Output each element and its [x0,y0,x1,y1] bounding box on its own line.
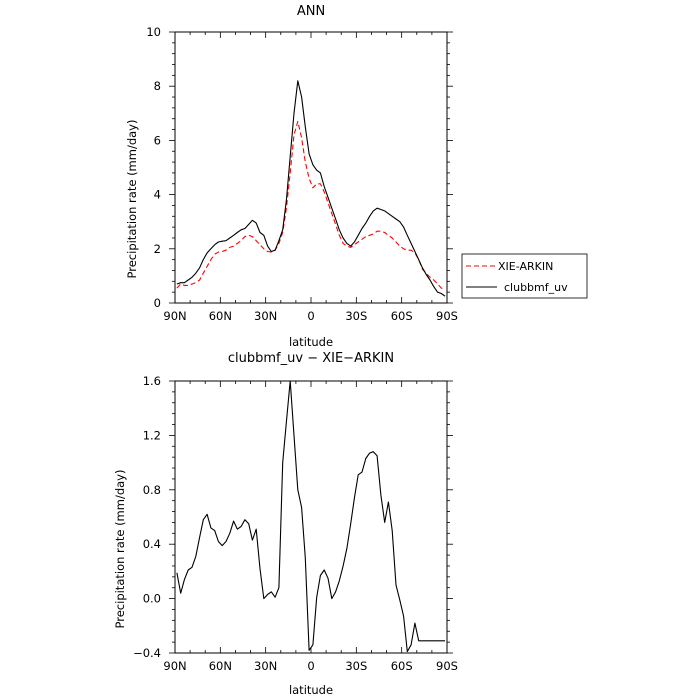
bottom-ytick-label: 1.6 [143,374,161,388]
top-chart-ylabel: Precipitation rate (mm/day) [125,120,139,279]
top-chart-title: ANN [297,4,325,19]
bottom-xtick-label: 90N [163,659,186,673]
legend-box [461,253,588,299]
bottom-chart-frame [174,380,448,654]
bottom-ytick-label: −0.4 [133,646,161,660]
bottom-chart-series [176,381,446,653]
top-ytick-label: 4 [154,188,161,202]
top-ytick-label: 10 [146,25,161,39]
top-ytick-label: 8 [154,79,161,93]
top-xtick-label: 60S [391,309,413,323]
bottom-xtick-label: 90S [436,659,458,673]
top-xtick-label: 60N [209,309,232,323]
bottom-chart-xlabel: latitude [289,683,333,697]
bottom-chart-title: clubbmf_uv − XIE−ARKIN [228,351,394,366]
top-xtick-label: 90S [436,309,458,323]
top-xtick-label: 30N [254,309,277,323]
bottom-chart-ylabel: Precipitation rate (mm/day) [113,470,127,629]
bottom-xtick-label: 30N [254,659,277,673]
top-chart-xlabel: latitude [289,335,333,349]
bottom-xtick-label: 0 [307,659,314,673]
bottom-xtick-label: 60N [209,659,232,673]
top-xtick-label: 0 [307,309,314,323]
bottom-chart-panel: clubbmf_uv − XIE−ARKIN 90N 60N 30N 0 30S 60S 9… [113,351,458,697]
top-series-line-xie-arkin [176,120,446,290]
top-ytick-label: 6 [154,133,161,147]
top-xtick-label: 90N [163,309,186,323]
top-chart-legend: XIE-ARKIN clubbmf_uv [461,253,588,299]
top-chart-ticks: 90N 60N 30N 0 30S 60S 90S 0 2 4 6 8 10 [146,25,458,323]
bottom-ytick-label: 0.8 [143,483,161,497]
bottom-xtick-label: 60S [391,659,413,673]
bottom-chart-ticks: 90N 60N 30N 0 30S 60S 90S −0.4 0.0 0.4 0.8 1.2 1.6 [133,374,458,673]
top-ytick-label: 0 [154,296,161,310]
top-chart-series [176,80,446,297]
top-chart-frame [174,31,448,304]
top-xtick-label: 30S [345,309,367,323]
bottom-ytick-label: 1.2 [143,428,161,442]
top-series-line-clubbmf-uv [176,80,446,297]
bottom-series-line-difference [176,381,446,653]
bottom-ytick-label: 0.4 [143,537,161,551]
legend-label-xie-arkin: XIE-ARKIN [498,260,553,273]
top-ytick-label: 2 [154,242,161,256]
bottom-xtick-label: 30S [345,659,367,673]
bottom-ytick-label: 0.0 [143,592,161,606]
legend-label-clubbmf-uv: clubbmf_uv [504,281,568,294]
